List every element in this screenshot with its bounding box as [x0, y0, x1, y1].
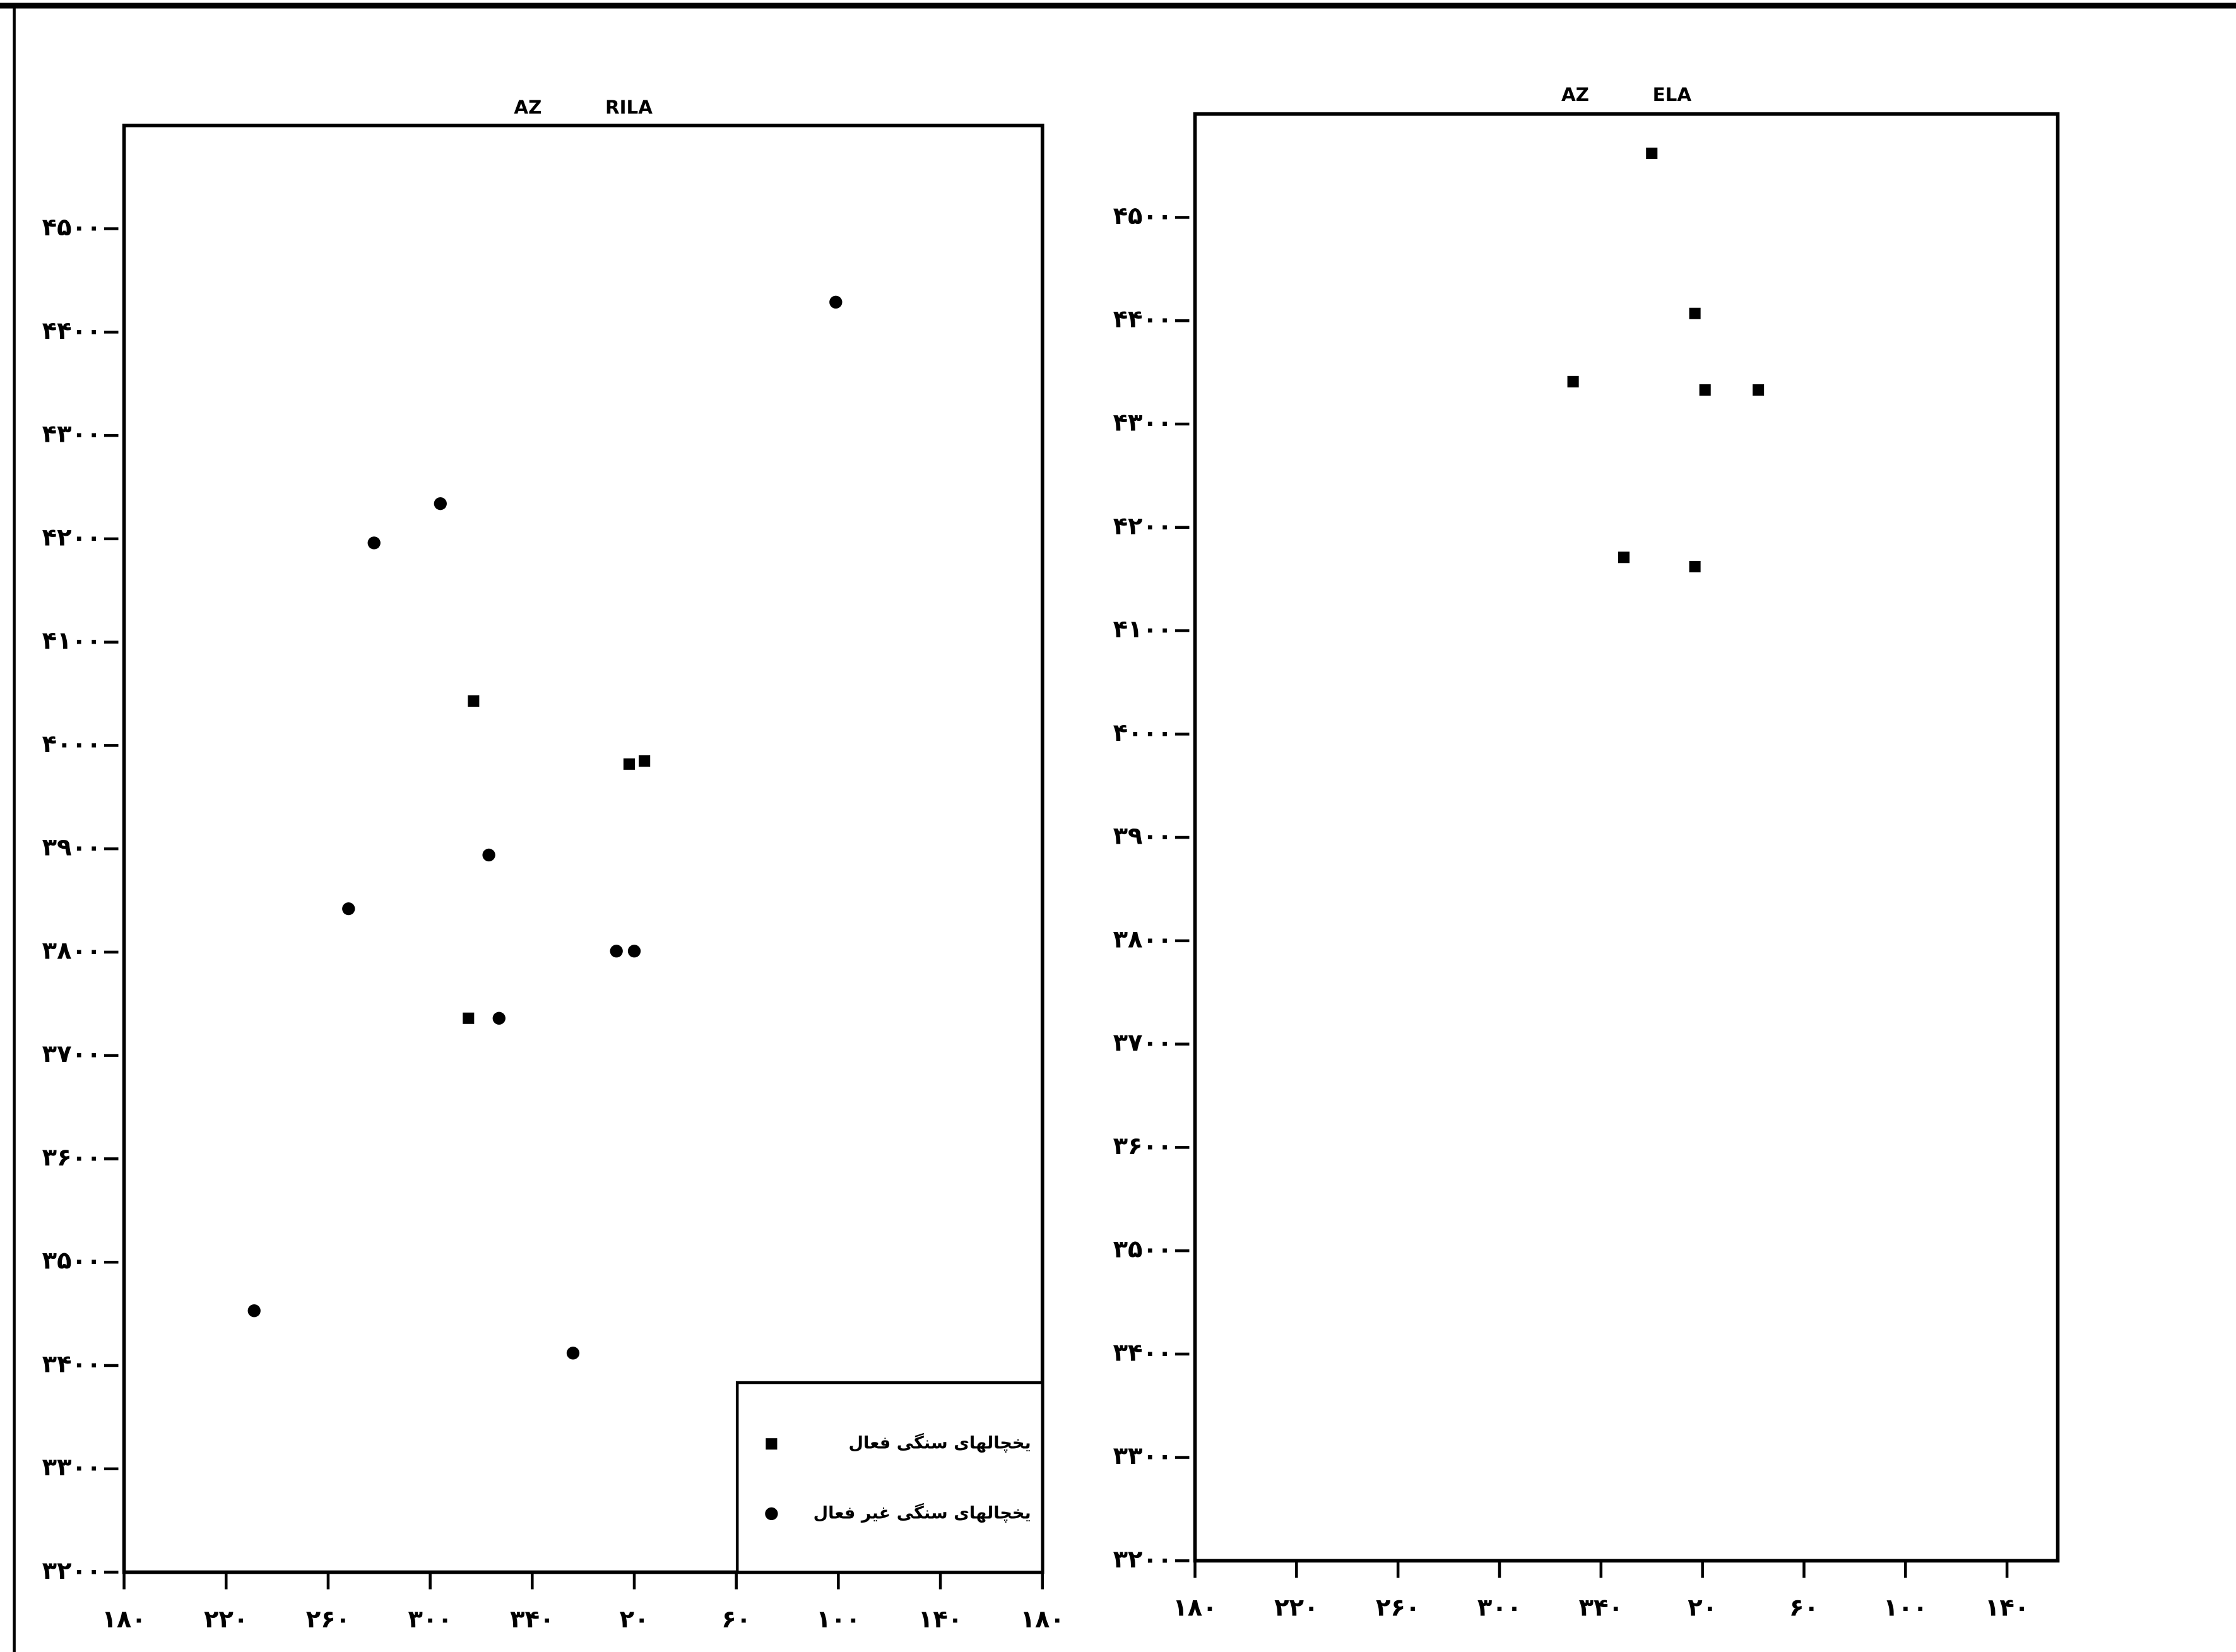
- legend-marker: [765, 1507, 778, 1521]
- x-tick-label: ۲۰: [1688, 1594, 1717, 1622]
- y-tick-label: ۳۴۰۰: [42, 1350, 102, 1378]
- point: [463, 1012, 475, 1024]
- y-tick-label: ۳۳۰۰: [42, 1453, 102, 1482]
- y-tick-label: ۴۱۰۰: [42, 627, 102, 655]
- y-tick-label: ۴۲۰۰: [42, 523, 102, 552]
- point: [1567, 375, 1579, 387]
- y-tick-label: ۴۴۰۰: [42, 317, 102, 345]
- point: [434, 497, 447, 510]
- y-tick-label: ۳۴۰۰: [1113, 1338, 1173, 1367]
- x-tick-label: ۲۲۰: [1274, 1594, 1318, 1622]
- point: [468, 695, 480, 707]
- y-tick-label: ۳۵۰۰: [1113, 1236, 1173, 1264]
- point: [1618, 552, 1630, 563]
- x-tick-label: ۳۴۰: [1579, 1594, 1623, 1622]
- y-tick-label: ۴۰۰۰: [42, 730, 102, 758]
- x-tick-label: ۶۰: [721, 1605, 751, 1634]
- y-tick-label: ۳۳۰۰: [1113, 1442, 1173, 1470]
- y-tick-label: ۴۲۰۰: [1113, 512, 1173, 540]
- x-tick-label: ۱۰۰: [816, 1605, 860, 1634]
- x-tick-label: ۲۶۰: [306, 1605, 350, 1634]
- x-tick-label: ۱۴۰: [918, 1605, 962, 1634]
- point: [566, 1347, 580, 1360]
- x-tick-label: ۲۰: [620, 1605, 649, 1634]
- y-tick-label: ۴۱۰۰: [1113, 615, 1173, 644]
- y-tick-label: ۴۵۰۰: [1113, 202, 1173, 230]
- y-tick-label: ۳۲۰۰: [42, 1557, 102, 1585]
- x-tick-label: ۶۰: [1789, 1594, 1819, 1622]
- point: [1646, 147, 1658, 159]
- x-tick-label: ۱۸۰: [102, 1605, 146, 1634]
- y-tick-label: ۳۷۰۰: [1113, 1029, 1173, 1057]
- legend-box: [735, 1381, 1044, 1574]
- y-tick-label: ۳۹۰۰: [42, 834, 102, 862]
- legend-label: یخچالهای سنگی غیر فعال: [813, 1502, 1031, 1523]
- point: [829, 295, 843, 309]
- point: [639, 755, 651, 767]
- legend-marker: [766, 1438, 778, 1450]
- point: [1689, 307, 1701, 319]
- chart-title: AZ RILA: [514, 97, 653, 118]
- y-tick-label: ۳۵۰۰: [42, 1247, 102, 1275]
- y-tick-label: ۳۷۰۰: [42, 1040, 102, 1068]
- y-tick-label: ۳۶۰۰: [42, 1143, 102, 1172]
- point: [342, 902, 355, 916]
- point: [247, 1304, 261, 1318]
- legend-label: یخچالهای سنگی فعال: [849, 1433, 1031, 1453]
- x-tick-label: ۳۰۰: [1477, 1594, 1522, 1622]
- point: [492, 1012, 506, 1025]
- y-tick-label: ۳۲۰۰: [1113, 1545, 1173, 1574]
- x-tick-label: ۲۲۰: [204, 1605, 248, 1634]
- x-tick-label: ۱۸۰: [1173, 1594, 1217, 1622]
- point: [623, 758, 635, 770]
- y-tick-label: ۴۰۰۰: [1113, 719, 1173, 747]
- y-tick-label: ۴۵۰۰: [42, 213, 102, 242]
- x-tick-label: ۱۴۰: [1985, 1594, 2029, 1622]
- point: [1689, 560, 1701, 573]
- x-tick-label: ۱۸۰: [1020, 1605, 1065, 1634]
- point: [610, 945, 623, 958]
- point: [627, 945, 641, 958]
- plot-frame: [1193, 112, 2060, 1563]
- y-tick-label: ۳۸۰۰: [1113, 925, 1173, 953]
- plot-frame: [122, 123, 1044, 1574]
- x-tick-label: ۱۰۰: [1883, 1594, 1927, 1622]
- point: [367, 536, 381, 550]
- y-tick-label: ۳۸۰۰: [42, 936, 102, 965]
- x-tick-label: ۳۰۰: [408, 1605, 452, 1634]
- y-tick-label: ۴۳۰۰: [42, 420, 102, 449]
- x-tick-label: ۲۶۰: [1376, 1594, 1420, 1622]
- y-tick-label: ۴۳۰۰: [1113, 409, 1173, 437]
- point: [482, 848, 495, 862]
- y-tick-label: ۴۴۰۰: [1113, 305, 1173, 334]
- point: [1753, 384, 1765, 396]
- point: [1699, 384, 1711, 396]
- y-tick-label: ۳۶۰۰: [1113, 1132, 1173, 1160]
- y-tick-label: ۳۹۰۰: [1113, 822, 1173, 851]
- x-tick-label: ۳۴۰: [510, 1605, 554, 1634]
- chart-title: AZ ELA: [1561, 84, 1691, 105]
